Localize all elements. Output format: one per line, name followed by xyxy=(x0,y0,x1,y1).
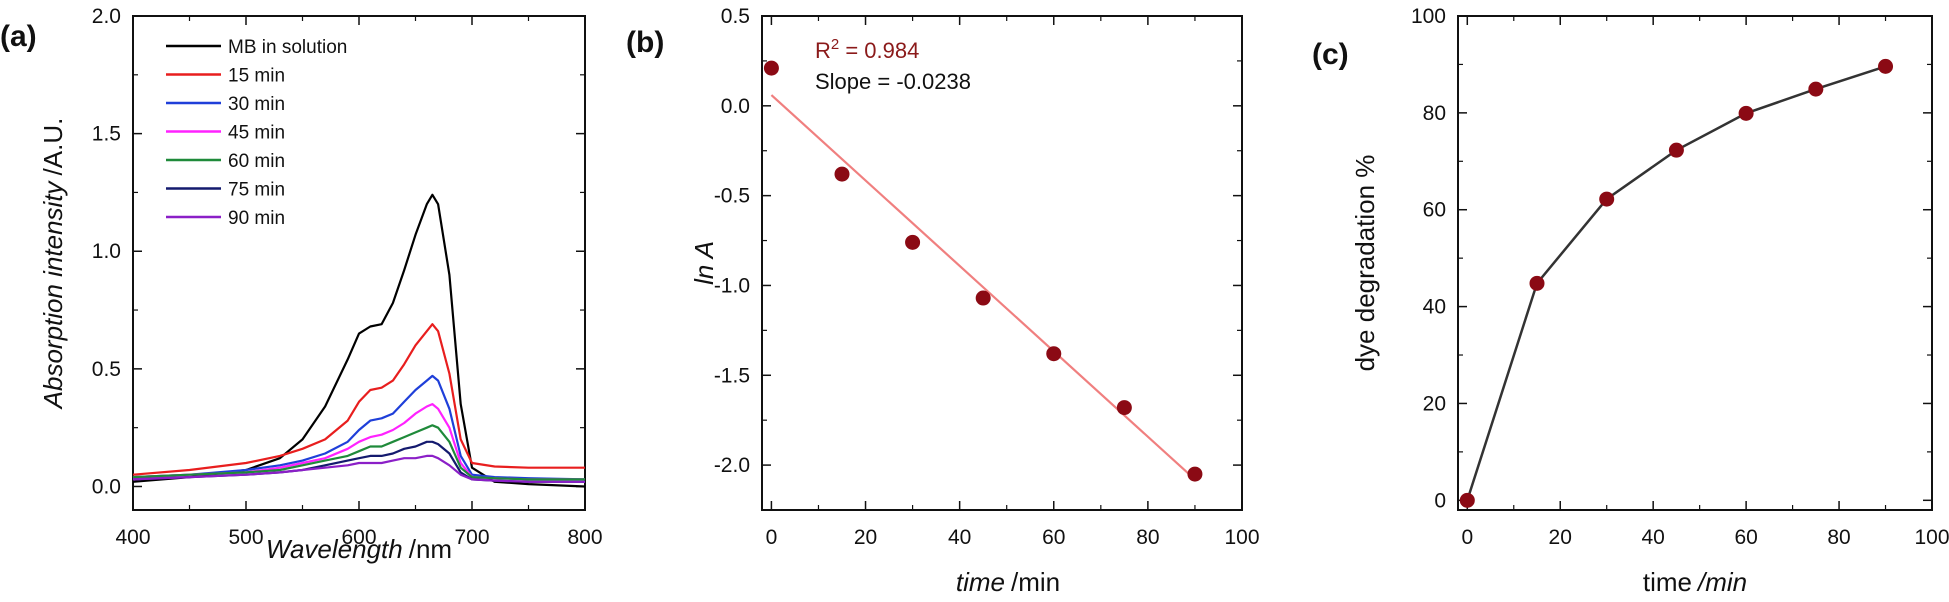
data-point-b-4 xyxy=(1046,346,1062,362)
y-tick-label-b: -2.0 xyxy=(714,454,750,477)
x-axis-label-a: Wavelength/nm xyxy=(266,534,452,564)
y-axis-label-a-unit: /A.U. xyxy=(38,118,68,176)
series-line-4 xyxy=(132,424,585,481)
y-tick-label-b: -0.5 xyxy=(714,185,750,208)
y-tick-label-c: 60 xyxy=(1423,199,1446,222)
tick-group-b: 0 20 40 60 80 100 0.5 0.0 -0.5 -1.0 -1.5 -2.0 xyxy=(714,5,1260,549)
legend-a: MB in solution 15 min 30 min 45 min 60 min 75… xyxy=(166,37,347,229)
series-line-6 xyxy=(132,454,585,483)
y-tick-label-b: -1.5 xyxy=(714,364,750,387)
panel-label-b: (b) xyxy=(626,26,664,59)
series-line-0 xyxy=(132,193,586,488)
legend-label-4: 60 min xyxy=(228,151,285,172)
y-tick-label-a: 2.0 xyxy=(92,5,121,28)
panel-label-c: (c) xyxy=(1312,38,1349,71)
fit-line-b xyxy=(770,94,1196,481)
fit-line xyxy=(770,94,1196,481)
data-point-b-6 xyxy=(1187,466,1203,482)
legend-label-3: 45 min xyxy=(228,123,285,144)
legend-label-1: 15 min xyxy=(228,66,285,87)
tick-group-c: 0 20 40 60 80 100 0 20 40 60 80 100 xyxy=(1411,5,1949,549)
data-point-c-5 xyxy=(1808,81,1824,97)
y-tick-label-c: 20 xyxy=(1423,392,1446,415)
data-point-b-3 xyxy=(975,290,991,306)
plot-frame-b xyxy=(761,15,1243,511)
panel-a: (a) 400 500 600 700 800 0.0 0.5 1.0 1.5 2.0 MB in… xyxy=(0,5,603,564)
data-point-c-1 xyxy=(1529,275,1545,291)
annotation-r2: R2 = 0.984 xyxy=(815,36,919,63)
data-point-c-2 xyxy=(1599,191,1615,207)
x-tick-label-a: 400 xyxy=(115,526,150,549)
annotation-r2-value: = 0.984 xyxy=(839,38,919,63)
series-lines-a xyxy=(132,193,586,488)
y-axis-label-a-main: Absorption intensity xyxy=(38,179,68,410)
y-tick-label-b: 0.5 xyxy=(721,5,750,28)
y-tick-label-a: 0.5 xyxy=(92,358,121,381)
x-tick-label-b: 80 xyxy=(1136,526,1159,549)
legend-label-6: 90 min xyxy=(228,208,285,229)
panel-label-a: (a) xyxy=(0,20,37,53)
series-line-2 xyxy=(132,374,586,481)
y-tick-label-b: 0.0 xyxy=(721,95,750,118)
y-tick-label-c: 100 xyxy=(1411,5,1446,28)
y-tick-label-c: 40 xyxy=(1423,296,1446,319)
x-tick-label-b: 40 xyxy=(948,526,971,549)
data-point-b-5 xyxy=(1116,400,1132,416)
y-tick-label-a: 1.0 xyxy=(92,240,121,263)
x-axis-label-b-unit: /min xyxy=(1011,567,1060,597)
x-axis-label-c-main: time xyxy=(1643,567,1692,597)
x-axis-label-a-main: Wavelength xyxy=(266,534,403,564)
data-point-c-3 xyxy=(1668,142,1684,158)
data-point-c-6 xyxy=(1878,58,1894,74)
y-axis-label-c: dye degradation % xyxy=(1350,155,1380,372)
annotation-r2-prefix: R xyxy=(815,38,831,63)
panel-b: (b) 0 20 40 60 80 100 0.5 0.0 -0.5 -1.0 -1.5 -2.0 R… xyxy=(626,5,1260,597)
legend-label-0: MB in solution xyxy=(228,37,347,58)
data-point-b-0 xyxy=(763,60,779,76)
x-tick-label-c: 40 xyxy=(1641,526,1664,549)
x-tick-label-a: 800 xyxy=(567,526,602,549)
x-tick-label-b: 100 xyxy=(1224,526,1259,549)
tick-group-a: 400 500 600 700 800 0.0 0.5 1.0 1.5 2.0 xyxy=(92,5,603,549)
x-tick-label-c: 20 xyxy=(1549,526,1572,549)
y-axis-label-b: ln A xyxy=(689,241,719,285)
y-tick-label-a: 0.0 xyxy=(92,475,121,498)
data-point-c-4 xyxy=(1738,105,1754,121)
x-axis-label-b: time/min xyxy=(956,567,1060,597)
plot-frame-a xyxy=(132,15,586,511)
points-b xyxy=(763,60,1203,482)
panel-c: (c) 0 20 40 60 80 100 0 20 40 60 80 100 time/min dy… xyxy=(1312,5,1949,597)
x-axis-label-b-main: time xyxy=(956,567,1005,597)
data-point-b-1 xyxy=(834,166,850,182)
x-tick-label-c: 80 xyxy=(1827,526,1850,549)
y-axis-label-a: Absorption intensity/A.U. xyxy=(38,118,68,411)
x-axis-label-c: time/min xyxy=(1643,567,1747,597)
series-line-3 xyxy=(132,403,585,481)
series-line-1 xyxy=(132,323,585,476)
y-tick-label-a: 1.5 xyxy=(92,123,121,146)
y-tick-label-c: 80 xyxy=(1423,102,1446,125)
y-tick-label-c: 0 xyxy=(1434,489,1446,512)
data-point-c-0 xyxy=(1459,492,1475,508)
legend-label-5: 75 min xyxy=(228,180,285,201)
x-tick-label-c: 60 xyxy=(1734,526,1757,549)
legend-label-2: 30 min xyxy=(228,94,285,115)
x-axis-label-c-unit: /min xyxy=(1696,567,1747,597)
x-tick-label-c: 100 xyxy=(1914,526,1949,549)
plot-frame-c xyxy=(1457,15,1933,511)
x-tick-label-a: 500 xyxy=(228,526,263,549)
x-tick-label-a: 600 xyxy=(341,526,376,549)
x-tick-label-b: 60 xyxy=(1042,526,1065,549)
x-tick-label-b: 20 xyxy=(854,526,877,549)
y-tick-label-b: -1.0 xyxy=(714,274,750,297)
annotation-r2-sup: 2 xyxy=(831,36,839,53)
x-tick-label-b: 0 xyxy=(766,526,778,549)
points-c xyxy=(1459,58,1894,508)
x-tick-label-a: 700 xyxy=(454,526,489,549)
x-tick-label-c: 0 xyxy=(1461,526,1473,549)
data-point-b-2 xyxy=(905,234,921,250)
x-axis-label-a-unit: /nm xyxy=(409,534,452,564)
annotation-slope: Slope = -0.0238 xyxy=(815,69,971,94)
